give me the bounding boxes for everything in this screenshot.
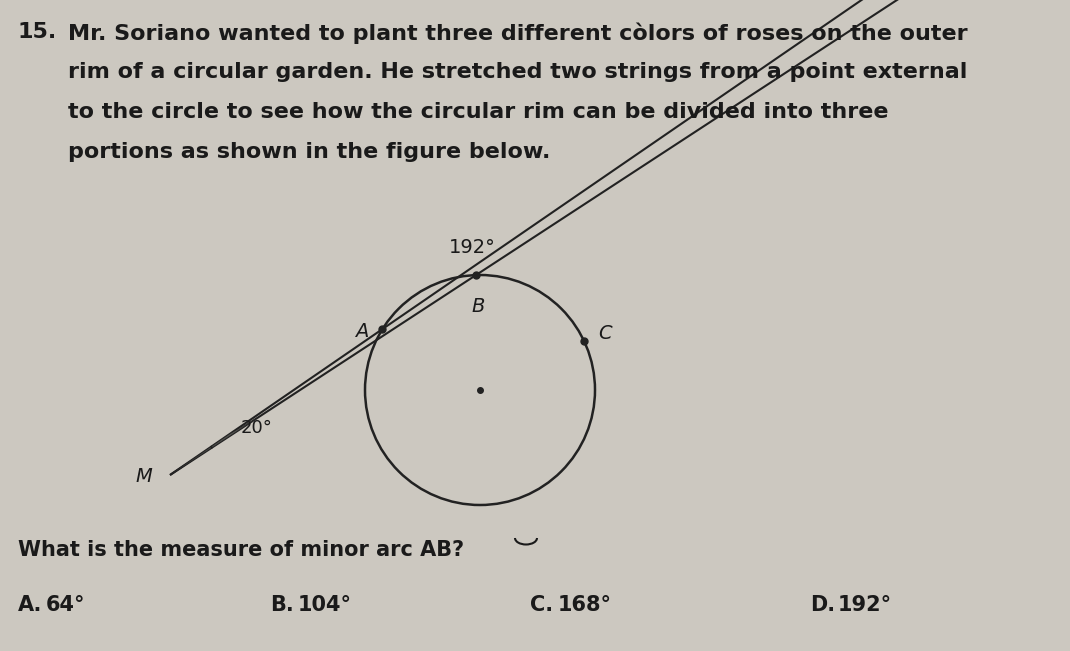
Text: 64°: 64° — [46, 595, 86, 615]
Polygon shape — [170, 419, 256, 475]
Text: What is the measure of minor arc AB?: What is the measure of minor arc AB? — [18, 540, 464, 560]
Text: Mr. Soriano wanted to plant three different còlors of roses on the outer: Mr. Soriano wanted to plant three differ… — [68, 22, 967, 44]
Text: A.: A. — [18, 595, 43, 615]
Text: rim of a circular garden. He stretched two strings from a point external: rim of a circular garden. He stretched t… — [68, 62, 967, 82]
Text: A: A — [355, 322, 368, 340]
Text: 192°: 192° — [448, 238, 495, 257]
Text: 15.: 15. — [18, 22, 58, 42]
Text: portions as shown in the figure below.: portions as shown in the figure below. — [68, 142, 550, 162]
Text: M: M — [135, 467, 152, 486]
Text: 192°: 192° — [838, 595, 892, 615]
Text: 168°: 168° — [557, 595, 612, 615]
Text: B.: B. — [270, 595, 294, 615]
Text: 104°: 104° — [299, 595, 352, 615]
Text: B: B — [471, 297, 485, 316]
Text: C.: C. — [530, 595, 553, 615]
Text: C: C — [598, 324, 612, 343]
Text: 20°: 20° — [241, 419, 272, 437]
Text: D.: D. — [810, 595, 835, 615]
Text: to the circle to see how the circular rim can be divided into three: to the circle to see how the circular ri… — [68, 102, 888, 122]
